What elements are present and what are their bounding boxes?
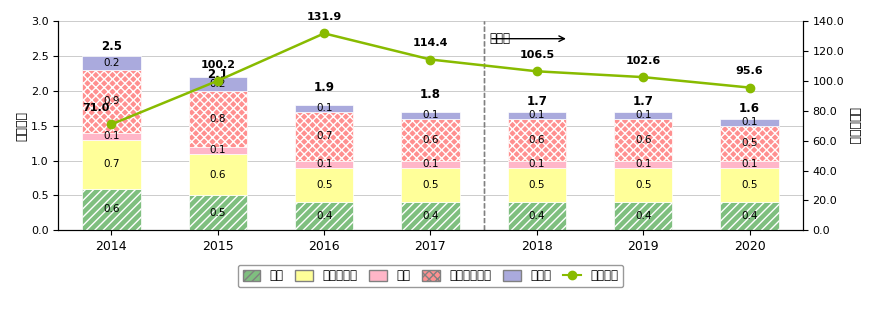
Text: 0.7: 0.7 xyxy=(316,131,332,141)
Bar xyxy=(188,91,247,147)
Bar xyxy=(507,112,566,119)
Bar xyxy=(82,133,141,140)
Bar xyxy=(614,112,673,119)
Text: 0.6: 0.6 xyxy=(528,135,545,145)
Text: 0.1: 0.1 xyxy=(316,159,332,169)
Bar xyxy=(720,161,779,167)
Bar xyxy=(188,77,247,91)
Text: 0.6: 0.6 xyxy=(635,135,652,145)
Text: 0.5: 0.5 xyxy=(741,180,758,190)
Bar xyxy=(295,202,354,230)
Bar xyxy=(720,126,779,161)
Text: 予測値: 予測値 xyxy=(489,32,510,45)
Text: 1.6: 1.6 xyxy=(739,102,760,115)
Bar xyxy=(295,112,354,161)
Text: 0.5: 0.5 xyxy=(316,180,332,190)
Bar xyxy=(188,154,247,195)
Text: 0.4: 0.4 xyxy=(316,211,332,221)
Text: 0.1: 0.1 xyxy=(528,110,545,120)
Bar xyxy=(720,119,779,126)
Bar xyxy=(295,105,354,112)
Text: 0.9: 0.9 xyxy=(103,97,120,107)
Bar xyxy=(82,56,141,70)
Text: 114.4: 114.4 xyxy=(413,38,448,48)
Text: 0.1: 0.1 xyxy=(316,103,332,113)
Bar xyxy=(614,167,673,202)
Y-axis label: （億ドル）: （億ドル） xyxy=(847,107,860,145)
Text: 100.2: 100.2 xyxy=(200,60,235,70)
Bar xyxy=(402,161,459,167)
Text: 1.8: 1.8 xyxy=(420,89,441,102)
Text: 0.2: 0.2 xyxy=(103,58,120,68)
Bar xyxy=(402,112,459,119)
Text: 0.4: 0.4 xyxy=(741,211,758,221)
Text: 0.2: 0.2 xyxy=(209,79,226,89)
Bar xyxy=(188,195,247,230)
Bar xyxy=(82,188,141,230)
Text: 95.6: 95.6 xyxy=(736,67,763,77)
Text: 0.5: 0.5 xyxy=(741,138,758,148)
Text: 106.5: 106.5 xyxy=(519,50,555,60)
Text: 0.5: 0.5 xyxy=(528,180,545,190)
Text: 0.1: 0.1 xyxy=(423,159,438,169)
Bar xyxy=(507,202,566,230)
Bar xyxy=(507,161,566,167)
Text: 0.7: 0.7 xyxy=(103,159,120,169)
Bar xyxy=(507,119,566,161)
Bar xyxy=(402,167,459,202)
Text: 2.1: 2.1 xyxy=(207,68,228,81)
Text: 0.1: 0.1 xyxy=(528,159,545,169)
Text: 1.7: 1.7 xyxy=(527,95,547,108)
Text: 0.5: 0.5 xyxy=(209,208,226,218)
Text: 71.0: 71.0 xyxy=(81,103,109,113)
Text: 0.8: 0.8 xyxy=(209,114,226,124)
Bar xyxy=(614,161,673,167)
Bar xyxy=(402,202,459,230)
Text: 0.1: 0.1 xyxy=(741,159,758,169)
Bar xyxy=(188,147,247,154)
Bar xyxy=(507,167,566,202)
Bar xyxy=(720,202,779,230)
Bar xyxy=(614,119,673,161)
Bar xyxy=(295,161,354,167)
Bar xyxy=(82,140,141,188)
Text: 0.4: 0.4 xyxy=(635,211,652,221)
Text: 0.5: 0.5 xyxy=(423,180,438,190)
Text: 1.9: 1.9 xyxy=(313,82,334,95)
Text: 0.6: 0.6 xyxy=(103,204,120,214)
Legend: 北米, 欧州その他, 日本, アジア太平洋, 中南米, 出荷金額: 北米, 欧州その他, 日本, アジア太平洋, 中南米, 出荷金額 xyxy=(238,265,623,287)
Text: 0.5: 0.5 xyxy=(635,180,652,190)
Text: 2.5: 2.5 xyxy=(101,40,122,53)
Bar xyxy=(720,167,779,202)
Text: 1.7: 1.7 xyxy=(633,95,654,108)
Bar xyxy=(295,167,354,202)
Y-axis label: （億台）: （億台） xyxy=(15,111,28,141)
Text: 0.1: 0.1 xyxy=(209,145,226,155)
Text: 0.1: 0.1 xyxy=(635,159,652,169)
Text: 0.6: 0.6 xyxy=(209,169,226,179)
Bar xyxy=(402,119,459,161)
Text: 0.1: 0.1 xyxy=(423,110,438,120)
Bar xyxy=(82,70,141,133)
Text: 131.9: 131.9 xyxy=(306,12,342,22)
Text: 102.6: 102.6 xyxy=(626,56,661,66)
Text: 0.6: 0.6 xyxy=(423,135,438,145)
Text: 0.1: 0.1 xyxy=(635,110,652,120)
Text: 0.4: 0.4 xyxy=(423,211,438,221)
Bar xyxy=(614,202,673,230)
Text: 0.4: 0.4 xyxy=(528,211,545,221)
Text: 0.1: 0.1 xyxy=(741,117,758,127)
Text: 0.1: 0.1 xyxy=(103,131,120,141)
